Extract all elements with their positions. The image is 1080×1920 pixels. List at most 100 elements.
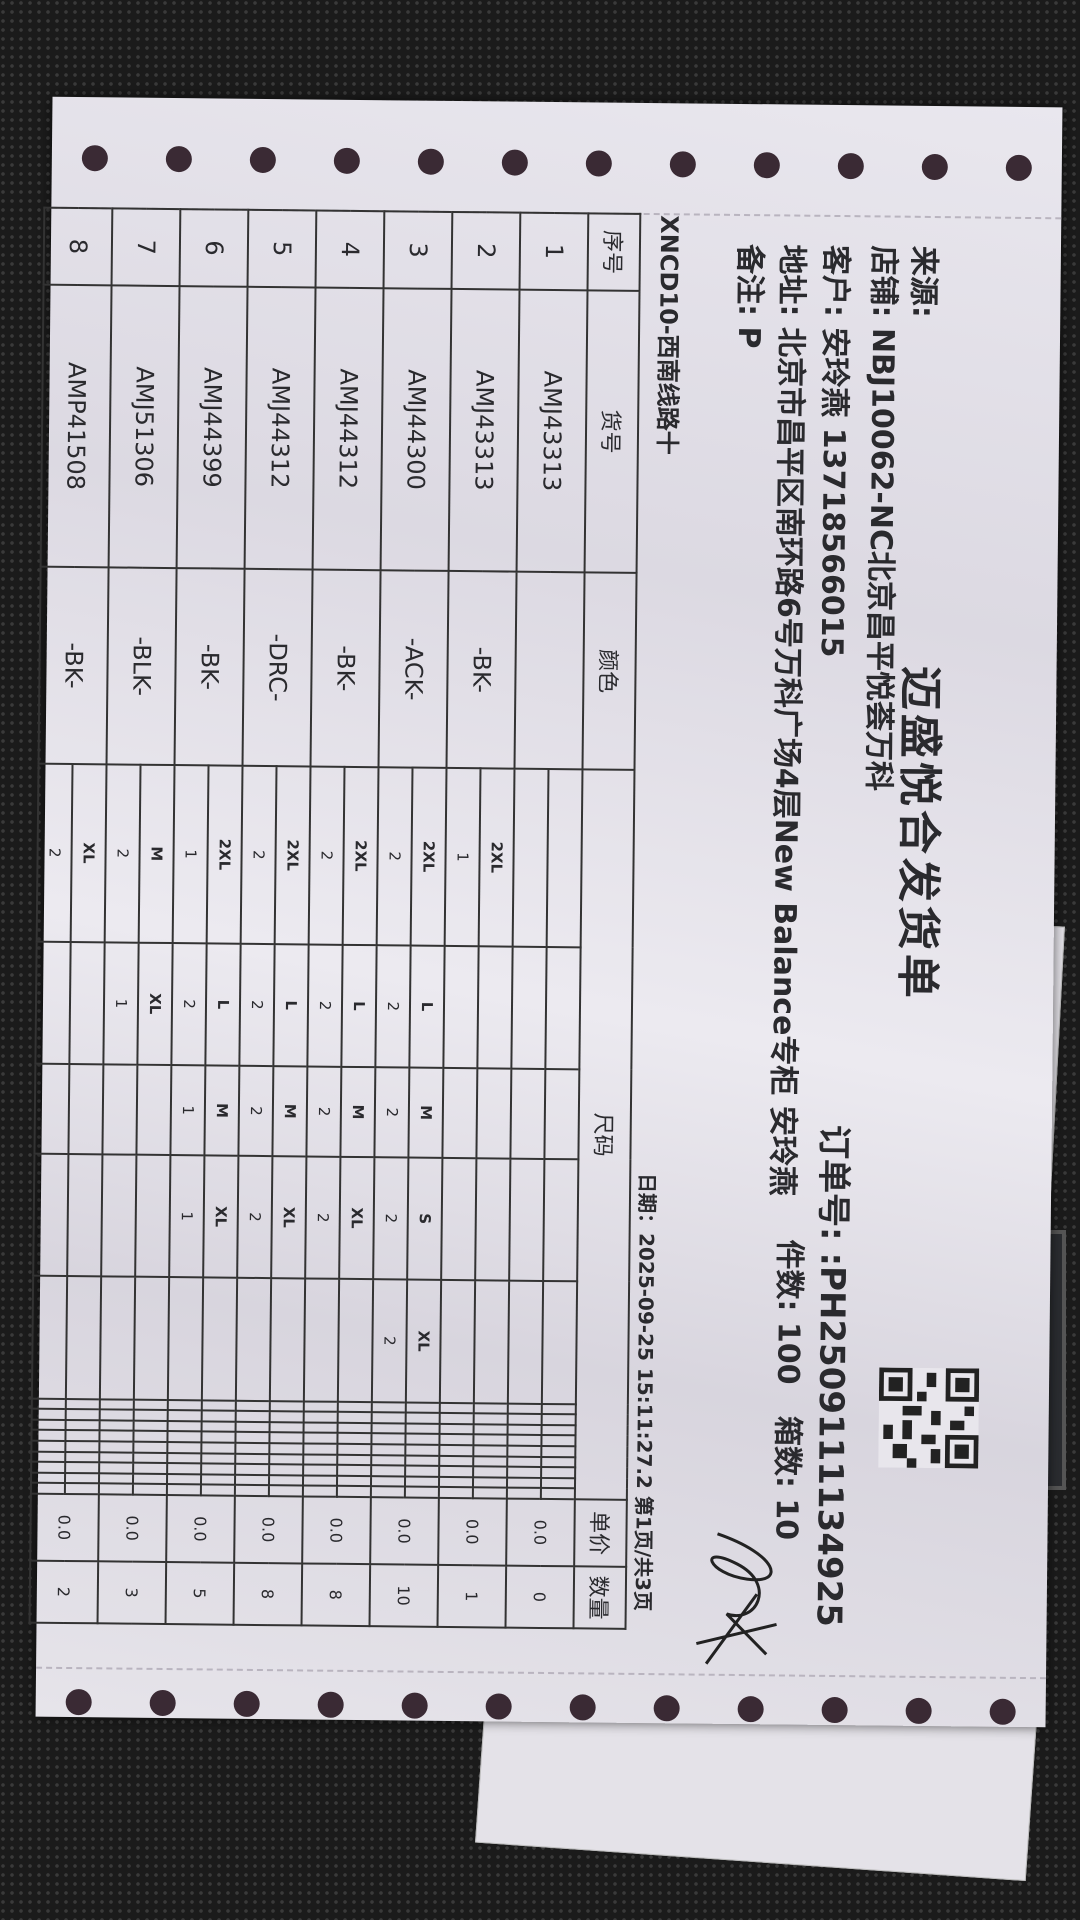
sprocket-hole (737, 1696, 764, 1723)
size-cell-empty (405, 1455, 440, 1467)
size-cell-empty (65, 1430, 100, 1442)
size-cell-empty (201, 1277, 238, 1401)
size-quantity: 2 (305, 1156, 341, 1280)
row-qty: 8 (301, 1563, 371, 1627)
row-sku: AMJ43313 (516, 289, 588, 573)
sprocket-hole (921, 153, 948, 181)
size-cell-empty (404, 1486, 439, 1498)
perforation (36, 1666, 1047, 1680)
address-value: 北京市昌平区南环路6号万科广场4层New Balance专柜 安玲燕 (764, 326, 809, 1197)
size-label: 2XL (342, 766, 379, 945)
size-cell-empty (370, 1475, 406, 1487)
customer-field: 客户: 安玲燕 13718566015 (813, 245, 861, 658)
size-cell-empty (511, 946, 547, 1070)
size-cell-empty (269, 1278, 306, 1402)
size-cell-empty (235, 1463, 270, 1475)
size-quantity: 2 (308, 766, 345, 945)
size-cell-empty (473, 1424, 508, 1436)
size-cell-empty (472, 1487, 507, 1499)
size-quantity: 2 (104, 764, 141, 943)
size-cell-empty (302, 1485, 337, 1497)
size-cell-empty (476, 1068, 512, 1159)
size-cell-empty (166, 1473, 202, 1485)
size-label: 2XL (410, 767, 447, 946)
size-cell-empty (67, 1153, 103, 1277)
size-cell-empty (34, 1063, 70, 1154)
row-qty: 3 (97, 1561, 167, 1625)
signature-icon (695, 1532, 777, 1665)
size-cell-empty (167, 1452, 202, 1464)
size-cell-empty (269, 1411, 304, 1423)
size-cell-empty (133, 1452, 168, 1464)
size-cell-empty (31, 1461, 66, 1473)
size-label: 2XL (478, 768, 515, 947)
size-cell-empty (546, 768, 583, 948)
size-cell-empty (133, 1431, 168, 1443)
size-cell-empty (166, 1484, 201, 1496)
size-cell-empty (337, 1279, 374, 1402)
sprocket-hole (401, 1692, 428, 1719)
size-cell-empty (31, 1408, 66, 1420)
size-cell-empty (507, 1403, 542, 1415)
size-quantity: 2 (376, 767, 413, 946)
size-cell-empty (507, 1435, 542, 1446)
header-size: 尺码 (574, 769, 635, 1500)
size-label: XL (271, 1155, 307, 1279)
size-cell-empty (507, 1466, 542, 1478)
size-cell-empty (439, 1423, 474, 1435)
size-cell-empty (167, 1463, 202, 1475)
size-label: XL (203, 1155, 239, 1278)
row-price: 0.0 (302, 1496, 371, 1565)
size-cell-empty (439, 1402, 474, 1414)
size-cell-empty (133, 1420, 168, 1432)
size-label: M (138, 764, 175, 943)
size-cell-empty (371, 1454, 406, 1466)
row-price: 0.0 (506, 1498, 575, 1567)
sprocket-hole (233, 1690, 260, 1718)
size-cell-empty (473, 1413, 508, 1425)
size-cell-empty (337, 1412, 372, 1423)
row-price: 0.0 (98, 1494, 167, 1563)
size-cell-empty (65, 1419, 100, 1431)
sprocket-hole (417, 148, 444, 175)
row-no: 7 (111, 208, 181, 287)
size-cell-empty (30, 1482, 65, 1494)
size-quantity: 2 (375, 944, 411, 1068)
size-cell-empty (64, 1483, 99, 1495)
size-cell-empty (269, 1400, 304, 1412)
size-cell-empty (405, 1444, 440, 1456)
size-cell-empty (35, 941, 71, 1065)
row-sku: AMJ44312 (244, 286, 316, 570)
row-color (514, 571, 585, 770)
row-qty: 1 (437, 1564, 507, 1628)
size-quantity: 2 (171, 942, 207, 1066)
size-cell-empty (541, 1435, 576, 1447)
size-cell-empty (269, 1432, 304, 1444)
size-cell-empty (371, 1422, 406, 1434)
size-cell-empty (541, 1424, 576, 1436)
size-cell-empty (405, 1433, 440, 1445)
size-label: M (408, 1067, 444, 1158)
size-quantity: 2 (238, 1065, 274, 1156)
row-color: -DRC- (242, 568, 313, 767)
size-cell-empty (64, 1472, 100, 1484)
store-field: 店铺: NBJ10062-NC北京昌平悦荟万科 (859, 245, 909, 791)
size-cell-empty (303, 1278, 340, 1402)
size-cell-empty (438, 1487, 473, 1499)
size-cell-empty (439, 1455, 474, 1467)
size-label: XL (137, 942, 173, 1066)
size-cell-empty (370, 1486, 405, 1498)
row-no: 6 (179, 209, 249, 287)
sprocket-hole (905, 1697, 932, 1725)
size-cell-empty (201, 1400, 236, 1411)
size-cell-empty (510, 1068, 546, 1159)
size-cell-empty (234, 1474, 270, 1486)
size-cell-empty (235, 1410, 270, 1422)
row-qty: 10 (369, 1564, 439, 1627)
row-no: 4 (315, 210, 385, 289)
size-cell-empty (269, 1421, 304, 1433)
size-label: XL (70, 764, 107, 943)
size-cell-empty (31, 1398, 66, 1410)
size-cell-empty (268, 1474, 304, 1486)
sprocket-hole (569, 1694, 596, 1721)
